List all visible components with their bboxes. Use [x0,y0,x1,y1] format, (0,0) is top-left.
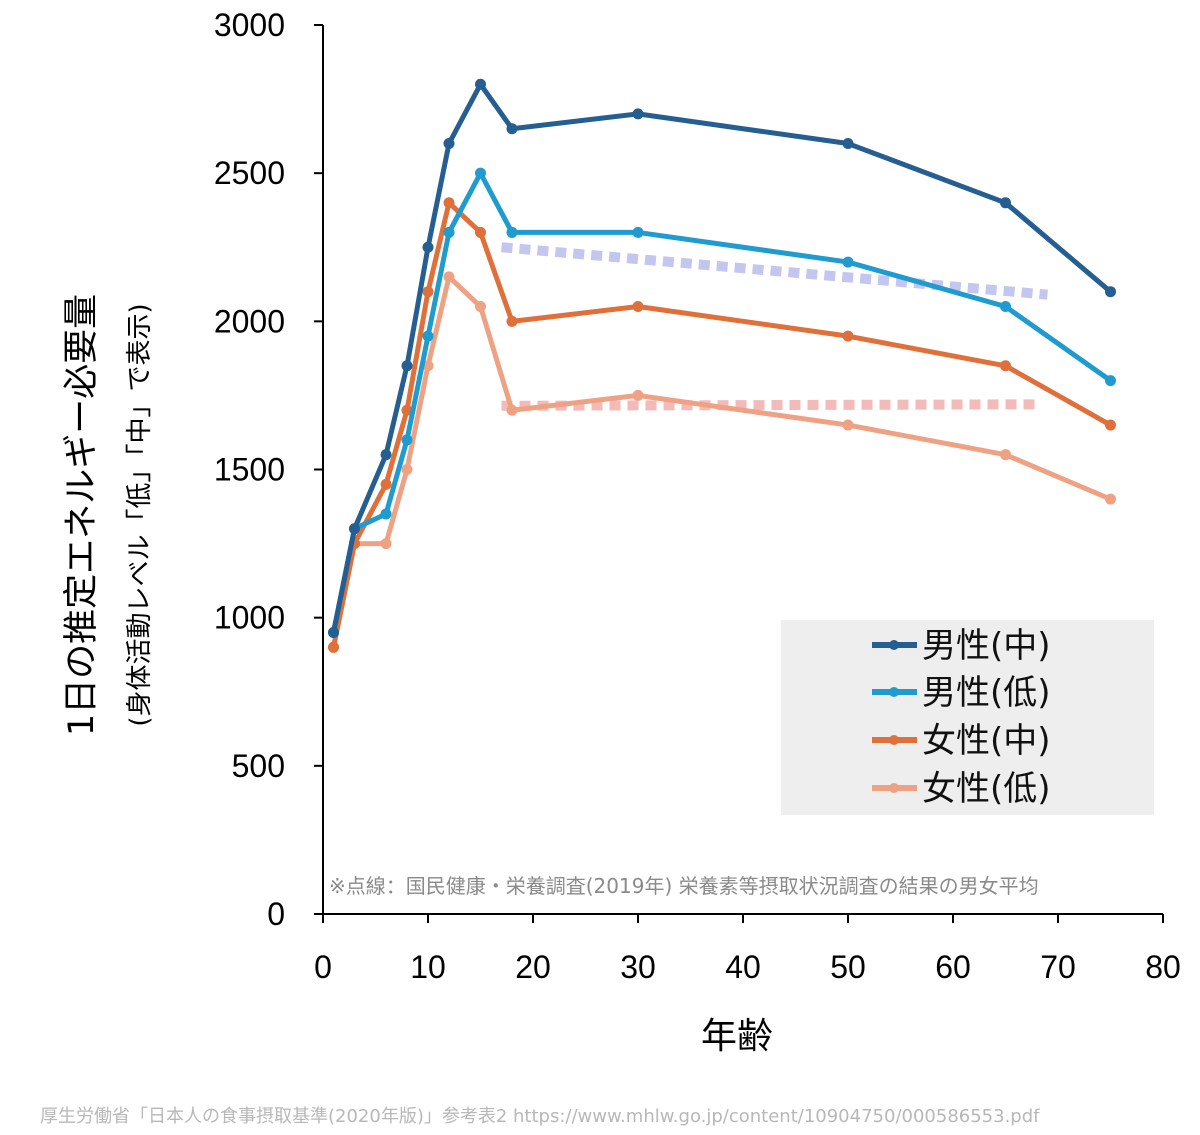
y-tick-label: 500 [232,748,285,784]
data-point [422,360,434,372]
source-citation: 厚生労働省「日本人の食事摂取基準(2020年版)」参考表2 https://ww… [40,1106,1040,1127]
series-group [328,78,1116,653]
data-point [475,167,486,179]
data-point [380,449,392,461]
data-point [632,108,644,120]
y-tick-label: 1000 [214,600,285,636]
data-point [443,226,455,238]
data-point [380,478,392,490]
y-axis-title: 1日の推定エネルギー必要量 [62,294,102,736]
x-ticks: 0 10 20 30 40 50 60 70 80 [314,914,1181,985]
series-line [331,200,1113,650]
x-tick-label: 10 [410,949,446,985]
data-point [475,226,486,238]
legend-marker [889,640,899,650]
legend-item-male-low: 男性(低) [872,673,1051,713]
data-point [475,78,486,90]
x-tick-label: 50 [830,949,866,985]
series-男性(中) [328,78,1116,638]
data-point [401,464,413,475]
data-point [842,138,854,150]
data-point [1000,301,1011,313]
data-point [1000,449,1011,461]
legend-label: 女性(中) [922,721,1051,761]
legend-marker [889,783,899,793]
series-女性(中) [328,197,1116,653]
data-point [328,641,339,653]
data-point [443,271,455,283]
series-男性(低) [328,167,1116,638]
data-point [632,301,644,313]
x-tick-label: 70 [1040,949,1076,985]
legend-item-female-low: 女性(低) [872,769,1051,809]
legend-box [781,620,1154,815]
data-point [380,508,392,520]
x-tick-label: 80 [1145,949,1181,985]
x-tick-label: 0 [314,949,332,985]
data-point [1105,375,1116,387]
data-point [380,538,392,550]
data-point [842,419,854,431]
legend-marker [889,735,899,745]
y-ticks: 0 500 1000 1500 2000 2500 3000 [214,7,323,932]
data-point [401,434,413,446]
data-point [506,404,518,416]
y-axis-subtitle: (身体活動レベル「低」「中」で表示) [125,303,155,726]
data-point [443,138,455,150]
y-tick-label: 0 [267,896,285,932]
y-tick-label: 2000 [214,303,285,339]
y-tick-label: 2500 [214,155,285,191]
data-point [401,404,413,416]
data-point [1105,493,1116,505]
data-point [422,330,434,342]
data-point [422,241,434,253]
reference-lines [501,242,1048,411]
reference-line [501,242,1048,300]
data-point [632,226,644,238]
y-tick-label: 1500 [214,452,285,488]
chart-note: ※点線：国民健康・栄養調査(2019年) 栄養素等摂取状況調査の結果の男女平均 [329,874,1039,898]
data-point [1000,197,1011,209]
x-tick-label: 20 [515,949,551,985]
data-point [1000,360,1011,372]
data-point [1105,419,1116,431]
x-tick-label: 60 [935,949,971,985]
series-line [331,81,1113,635]
data-point [328,626,339,638]
data-point [506,226,518,238]
data-point [506,123,518,135]
series-line [331,170,1113,635]
legend-label: 女性(低) [922,769,1051,809]
data-point [1105,286,1116,298]
y-tick-label: 3000 [214,7,285,43]
data-point [632,389,644,401]
x-tick-label: 30 [620,949,656,985]
legend-item-male-mid: 男性(中) [872,626,1051,666]
legend-marker [889,687,899,697]
data-point [401,360,413,372]
data-point [842,256,854,268]
data-point [475,301,486,313]
legend-label: 男性(中) [922,626,1051,666]
data-point [349,523,360,535]
legend: 男性(中) 男性(低) 女性(中) 女性(低) [872,626,1051,809]
legend-item-female-mid: 女性(中) [872,721,1051,761]
data-point [443,197,455,209]
x-axis-title: 年齢 [701,1016,773,1057]
x-tick-label: 40 [725,949,761,985]
data-point [506,315,518,327]
legend-label: 男性(低) [922,673,1051,713]
data-point [842,330,854,342]
data-point [422,286,434,298]
